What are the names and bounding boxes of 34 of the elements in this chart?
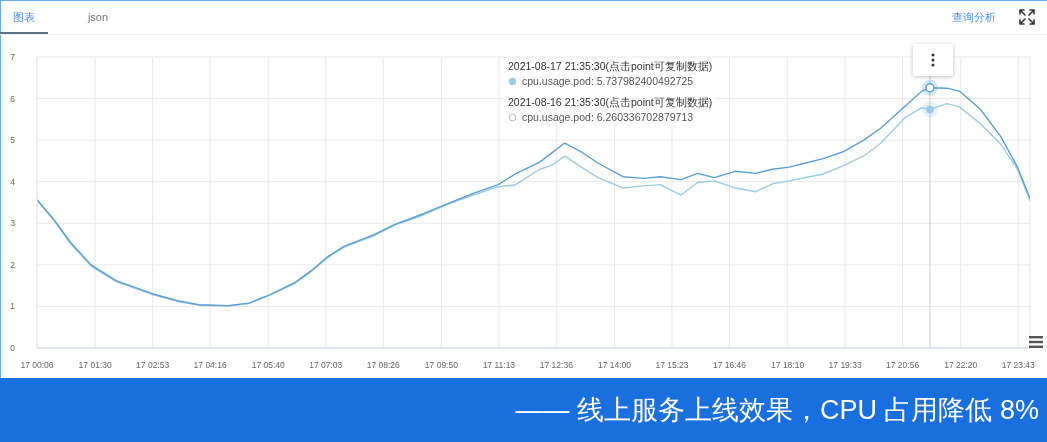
x-tick-label: 17 01:30 bbox=[78, 360, 112, 371]
y-tick-label: 7 bbox=[10, 52, 16, 63]
x-tick-label: 17 07:03 bbox=[309, 360, 343, 371]
x-tick-label: 17 14:00 bbox=[597, 360, 632, 371]
annotation: 2021-08-16 21:35:30(点击point可复制数据) bbox=[508, 96, 713, 108]
x-tick-label: 17 09:50 bbox=[424, 360, 459, 371]
y-tick-label: 1 bbox=[10, 301, 16, 312]
x-tick-label: 17 08:26 bbox=[366, 360, 401, 371]
annotation: cpu.usage.pod: 5.737982400492725 bbox=[522, 74, 694, 89]
text: 查询分析 bbox=[952, 11, 996, 23]
text: —— 线上服务上线效果，CPU 占用降低 8% bbox=[515, 395, 1039, 425]
x-tick-label: 17 12:36 bbox=[539, 360, 574, 371]
y-tick-label: 2 bbox=[10, 259, 16, 270]
y-tick-label: 5 bbox=[10, 135, 16, 146]
x-tick-label: 17 16:46 bbox=[712, 360, 747, 371]
text: 图表 bbox=[13, 11, 35, 23]
x-tick-label: 17 04:16 bbox=[193, 360, 227, 371]
x-tick-label: 17 22:20 bbox=[944, 360, 978, 371]
x-tick-label: 17 15:23 bbox=[655, 360, 689, 371]
y-tick-label: 6 bbox=[10, 93, 16, 104]
x-tick-label: 17 19:33 bbox=[828, 360, 862, 371]
x-tick-label: 17 20:56 bbox=[886, 360, 920, 371]
y-tick-label: 4 bbox=[10, 176, 16, 187]
x-tick-label: 17 02:53 bbox=[136, 360, 170, 371]
x-tick-label: 17 00:06 bbox=[20, 360, 54, 371]
annotation: cpu.usage.pod: 6.260336702879713 bbox=[522, 110, 694, 125]
text: json bbox=[87, 11, 109, 23]
x-tick-label: 17 18:10 bbox=[771, 360, 805, 371]
annotation: 2021-08-17 21:35:30(点击point可复制数据) bbox=[508, 60, 713, 72]
x-tick-label: 17 23:43 bbox=[1001, 360, 1036, 371]
x-tick-label: 17 05:40 bbox=[251, 360, 286, 371]
y-tick-label: 0 bbox=[10, 343, 16, 354]
y-tick-label: 3 bbox=[10, 218, 16, 229]
x-tick-label: 17 11:13 bbox=[482, 360, 516, 371]
